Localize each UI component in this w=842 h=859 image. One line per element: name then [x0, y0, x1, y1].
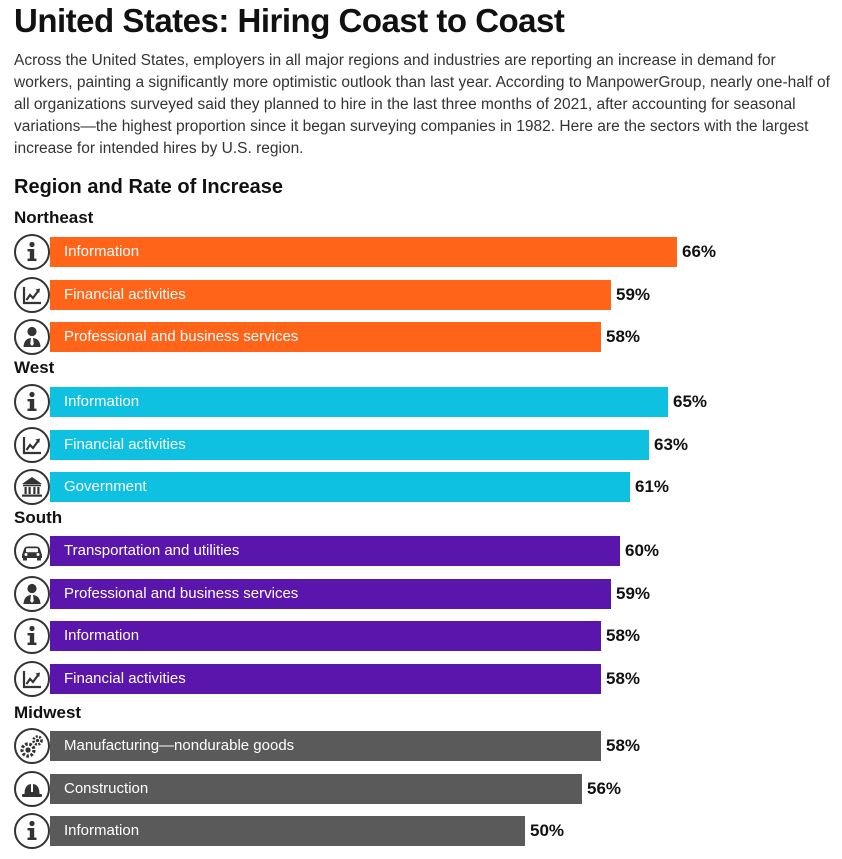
page-title: United States: Hiring Coast to Coast: [14, 2, 565, 39]
bar: [50, 773, 582, 804]
bar: [50, 663, 601, 694]
bar: [50, 429, 649, 460]
region-label-south: South: [14, 508, 63, 527]
data-label: 61%: [635, 477, 670, 496]
car-icon: [14, 533, 50, 569]
data-label: 59%: [616, 583, 651, 603]
data-label: 63%: [654, 434, 689, 454]
bar-label: Transportation and utilities: [64, 542, 240, 559]
bar: [50, 279, 611, 310]
data-label: 65%: [673, 392, 708, 411]
data-label: 60%: [625, 541, 660, 560]
bar-label: Financial activities: [64, 285, 186, 303]
information-icon: [14, 384, 50, 420]
bar: [50, 322, 601, 352]
data-label: 56%: [587, 778, 622, 798]
bar-label: Financial activities: [64, 669, 186, 687]
information-icon: [14, 618, 50, 654]
data-label: 58%: [606, 626, 641, 645]
gears-icon: [14, 728, 50, 764]
data-label: 58%: [606, 668, 641, 688]
data-label: 59%: [616, 284, 651, 304]
bar-label: Information: [64, 243, 140, 260]
financial-chart-icon: [14, 660, 50, 697]
bar-label: Professional and business services: [64, 584, 299, 602]
region-label-west: West: [14, 358, 55, 377]
bar: [50, 237, 677, 267]
hard-hat-icon: [14, 770, 50, 807]
region-label-midwest: Midwest: [14, 703, 82, 722]
region-label-northeast: Northeast: [14, 208, 94, 227]
data-label: 58%: [606, 736, 641, 755]
bar-label: Manufacturing—nondurable goods: [64, 737, 295, 754]
chart-title: Region and Rate of Increase: [14, 176, 283, 198]
person-icon: [14, 575, 50, 612]
financial-chart-icon: [14, 426, 50, 463]
intro-paragraph: Across the United States, employers in a…: [14, 52, 830, 157]
bar: [50, 816, 525, 846]
bar: [50, 621, 601, 651]
bar-label: Construction: [64, 779, 149, 797]
government-building-icon: [14, 469, 50, 505]
bar-label: Government: [64, 478, 147, 495]
bar: [50, 731, 601, 761]
information-icon: [14, 813, 50, 849]
information-icon: [14, 234, 50, 270]
person-icon: [14, 319, 50, 355]
financial-chart-icon: [14, 276, 50, 313]
bar: [50, 472, 630, 502]
bar-label: Information: [64, 822, 140, 839]
data-label: 58%: [606, 327, 641, 346]
bar: [50, 387, 668, 417]
bar: [50, 536, 620, 566]
bar-label: Information: [64, 627, 140, 644]
data-label: 50%: [530, 821, 565, 840]
bar: [50, 578, 611, 609]
bar-label: Professional and business services: [64, 328, 299, 345]
bar-label: Information: [64, 393, 140, 410]
data-label: 66%: [682, 242, 717, 261]
bar-label: Financial activities: [64, 435, 186, 453]
